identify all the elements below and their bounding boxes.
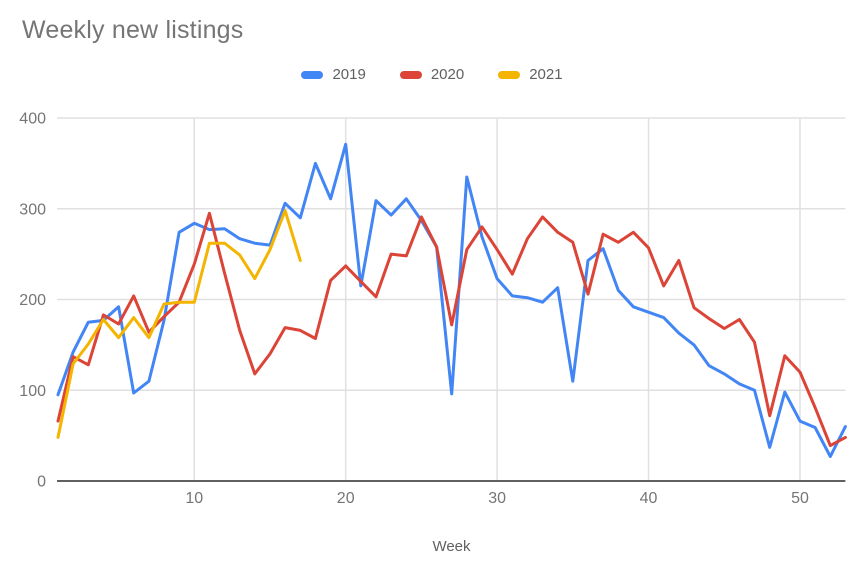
x-tick-label: 40 <box>640 490 658 507</box>
x-tick-label: 50 <box>791 490 809 507</box>
legend-item-2020: 2020 <box>399 66 465 83</box>
legend-label-2019: 2019 <box>332 66 366 83</box>
x-tick-label: 20 <box>337 490 355 507</box>
y-tick-label: 200 <box>19 292 46 309</box>
legend: 2019 2020 2021 <box>0 66 864 83</box>
y-tick-label: 100 <box>19 383 46 400</box>
x-tick-label: 10 <box>185 490 203 507</box>
legend-label-2020: 2020 <box>430 66 465 83</box>
legend-swatch-2020-icon <box>399 70 422 79</box>
series-line-2019 <box>56 142 847 458</box>
chart-title: Weekly new listings <box>22 16 244 44</box>
series-line-2021 <box>56 209 302 439</box>
series-line-2020 <box>56 211 847 448</box>
legend-label-2021: 2021 <box>529 66 563 83</box>
x-axis-title: Week <box>432 538 471 555</box>
x-tick-label: 30 <box>488 490 506 507</box>
legend-swatch-2019-icon <box>301 70 324 79</box>
legend-item-2021: 2021 <box>498 66 563 83</box>
y-tick-label: 0 <box>37 474 46 491</box>
legend-swatch-2021-icon <box>498 70 521 79</box>
y-tick-label: 400 <box>19 111 46 128</box>
legend-item-2019: 2019 <box>301 66 366 83</box>
y-tick-label: 300 <box>19 201 46 218</box>
